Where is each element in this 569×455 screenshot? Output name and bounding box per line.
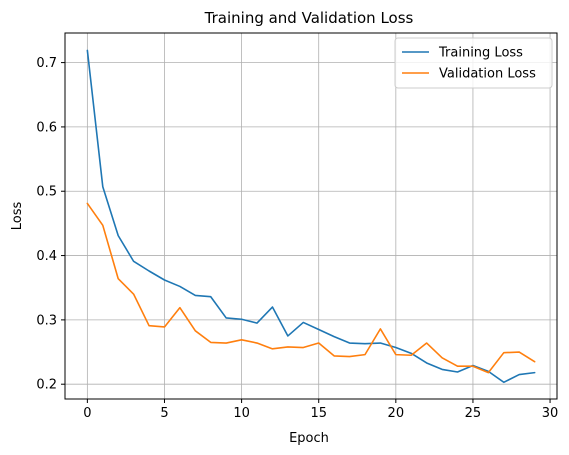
series-line-validation: [86, 202, 536, 374]
legend-label: Training Loss: [438, 46, 523, 61]
x-tick-label: 15: [310, 406, 327, 421]
x-tick-label: 5: [160, 406, 168, 421]
y-tick-label: 0.7: [36, 56, 57, 71]
chart-title: Training and Validation Loss: [204, 9, 414, 27]
y-tick-label: 0.2: [36, 378, 57, 393]
legend: Training Loss Validation Loss: [394, 37, 553, 89]
x-tick-label: 20: [388, 406, 405, 421]
y-tick-label: 0.6: [36, 120, 57, 135]
x-tick-label: 30: [542, 406, 559, 421]
legend-box: [394, 37, 553, 89]
x-tick-label: 25: [465, 406, 482, 421]
x-tick-label: 0: [83, 406, 91, 421]
plot-area: [86, 49, 536, 384]
y-axis: 0.2 0.3 0.4 0.5 0.6 0.7: [36, 56, 65, 393]
x-tick-label: 10: [233, 406, 250, 421]
y-tick-label: 0.4: [36, 249, 57, 264]
legend-label: Validation Loss: [439, 67, 536, 82]
series-line-training: [86, 49, 536, 384]
axes-frame: [64, 32, 558, 400]
x-axis-label: Epoch: [289, 431, 329, 446]
y-tick-label: 0.3: [36, 313, 57, 328]
y-tick-label: 0.5: [36, 185, 57, 200]
y-axis-label: Loss: [10, 202, 25, 231]
x-axis: 0 5 10 15 20 25 30: [83, 399, 558, 421]
